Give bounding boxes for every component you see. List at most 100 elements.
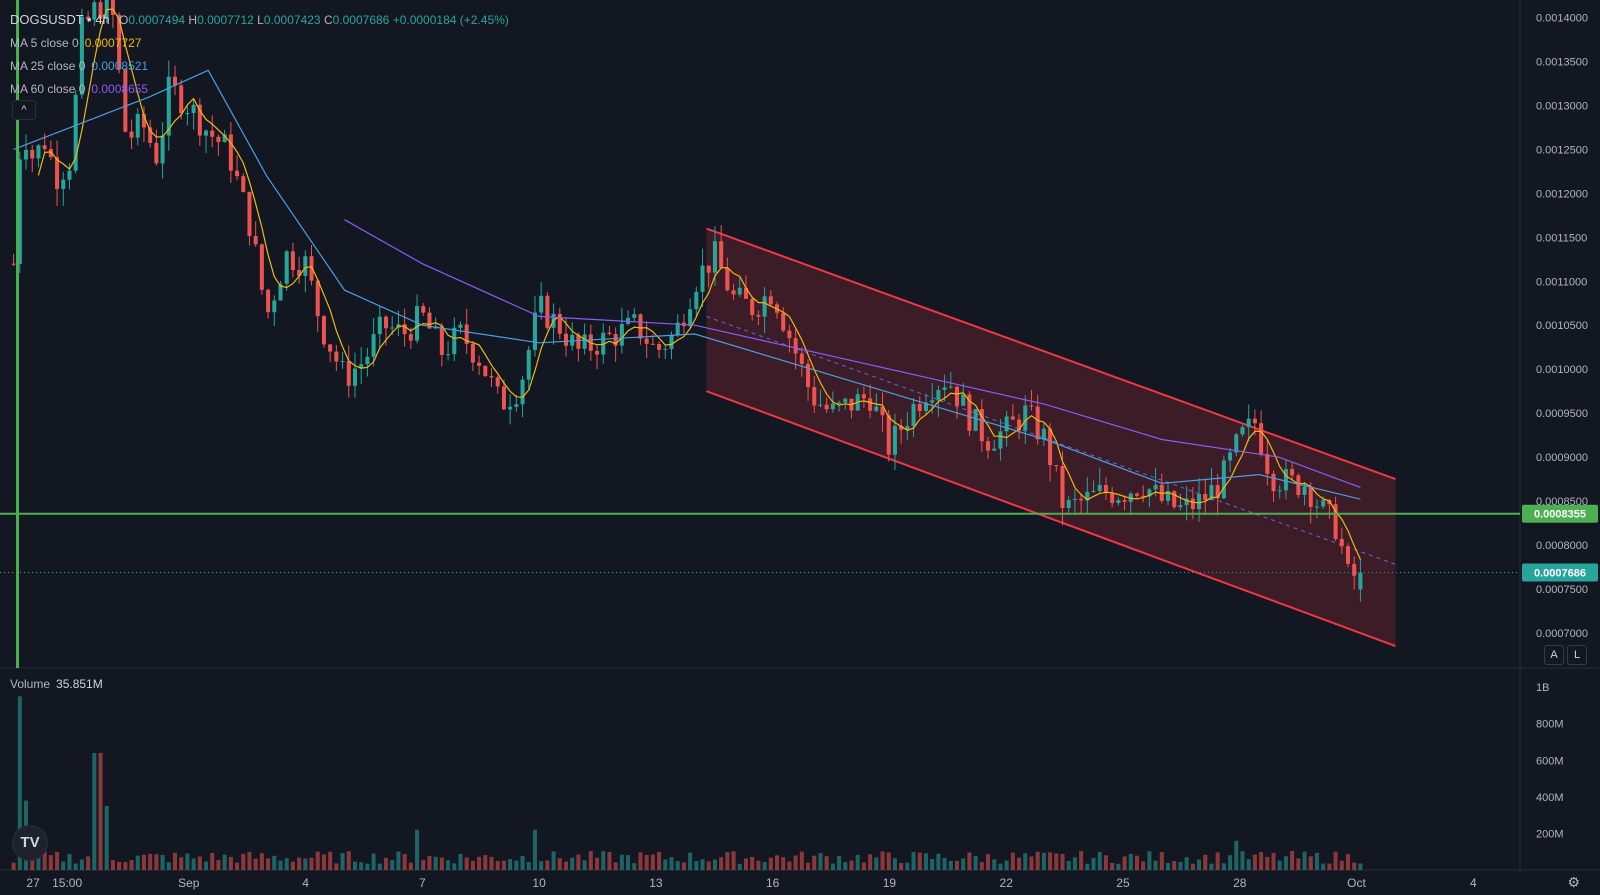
candle-body: [1010, 416, 1015, 420]
volume-bar: [756, 860, 761, 870]
gear-icon[interactable]: ⚙: [1567, 874, 1580, 890]
candle-body: [1352, 563, 1357, 576]
candle-body: [719, 241, 724, 269]
candle-body: [545, 295, 550, 328]
tradingview-logo-icon[interactable]: TV: [12, 825, 48, 861]
candle-body: [539, 295, 544, 313]
candle-body: [942, 387, 947, 390]
price-tick-label: 0.0007000: [1536, 628, 1588, 640]
auto-scale-button[interactable]: A: [1544, 645, 1564, 665]
candle-body: [1277, 490, 1282, 492]
volume-bar: [222, 854, 227, 870]
candle-body: [92, 2, 97, 20]
volume-bar: [725, 852, 730, 870]
ma25-line: [13, 69, 1361, 500]
candle-body: [321, 316, 326, 345]
volume-bar: [48, 855, 53, 870]
collapse-legend-button[interactable]: ^: [12, 100, 36, 120]
ma60-row[interactable]: MA 60 close 0 0.0008655: [10, 78, 509, 101]
volume-bar: [837, 855, 842, 870]
candle-body: [725, 268, 730, 291]
price-tick-label: 0.0012000: [1536, 188, 1588, 200]
channel-lower-line: [706, 390, 1396, 647]
candle-body: [334, 351, 339, 362]
volume-bar: [1221, 863, 1226, 870]
candle-body: [185, 112, 190, 114]
volume-bar: [470, 860, 475, 870]
volume-bar: [737, 863, 742, 870]
candle-body: [657, 344, 662, 350]
volume-bar: [936, 853, 941, 870]
volume-bar: [135, 855, 140, 870]
volume-bar: [86, 856, 91, 870]
candle-body: [272, 300, 277, 313]
volume-bar: [1072, 857, 1077, 870]
volume-bar: [464, 857, 469, 870]
candle-body: [297, 269, 302, 276]
volume-bar: [855, 854, 860, 870]
volume-bar: [917, 852, 922, 870]
volume-bar: [172, 852, 178, 870]
candle-body: [1079, 498, 1084, 501]
volume-bar: [942, 857, 947, 870]
candle-body: [1004, 416, 1009, 432]
volume-bar: [1165, 862, 1171, 870]
candle-body: [818, 404, 823, 406]
log-scale-button[interactable]: L: [1567, 645, 1587, 665]
volume-bar: [396, 851, 401, 870]
volume-bar: [1333, 851, 1338, 870]
time-tick-label: 4: [1470, 876, 1477, 890]
candle-body: [700, 265, 705, 292]
volume-bar: [1314, 852, 1319, 870]
volume-bar: [669, 857, 674, 870]
volume-bar: [371, 853, 376, 870]
volume-tick-label: 400M: [1536, 792, 1564, 804]
candle-body: [750, 298, 755, 316]
candle-body: [1165, 491, 1171, 501]
volume-bar: [141, 854, 146, 870]
candle-body: [1103, 485, 1108, 494]
candle-body: [1259, 423, 1264, 454]
candle-body: [986, 441, 991, 451]
volume-bar: [315, 851, 320, 870]
volume-bar: [117, 861, 122, 870]
symbol-label[interactable]: DOGSUSDT: [10, 12, 84, 27]
volume-bar: [619, 854, 624, 870]
chart-legend: DOGSUSDT • 4h O0.0007494 H0.0007712 L0.0…: [10, 8, 509, 101]
candle-body: [768, 296, 773, 305]
volume-label[interactable]: Volume: [10, 677, 51, 691]
volume-bar: [55, 851, 60, 870]
ma5-row[interactable]: MA 5 close 0 0.0007727: [10, 32, 509, 55]
candle-body: [563, 333, 569, 346]
volume-bar: [545, 860, 550, 870]
volume-bar: [539, 861, 544, 870]
volume-bar: [694, 861, 699, 870]
time-tick-label: 16: [766, 876, 780, 890]
volume-bar: [700, 859, 705, 870]
candle-body: [1252, 418, 1257, 424]
channel-mid-line: [706, 315, 1396, 565]
volume-bar: [241, 853, 246, 870]
volume-bar: [743, 858, 748, 870]
candle-body: [675, 322, 680, 336]
volume-bar: [1352, 862, 1357, 870]
volume-bar: [663, 859, 668, 870]
price-tick-label: 0.0009500: [1536, 408, 1588, 420]
volume-bar: [768, 857, 773, 870]
volume-bar: [154, 854, 159, 870]
candle-body: [1184, 498, 1189, 506]
candle-body: [241, 176, 246, 192]
candle-body: [383, 316, 389, 329]
candle-body: [557, 313, 562, 334]
candle-body: [1215, 485, 1220, 499]
volume-bar: [1339, 860, 1344, 870]
time-tick-label: 13: [649, 876, 663, 890]
candle-body: [328, 344, 333, 352]
volume-bar: [899, 863, 904, 870]
interval-label[interactable]: 4h: [95, 12, 110, 27]
volume-bar: [36, 855, 41, 870]
ma25-row[interactable]: MA 25 close 0 0.0008521: [10, 55, 509, 78]
candle-body: [42, 145, 47, 149]
price-tick-label: 0.0013000: [1536, 100, 1588, 112]
